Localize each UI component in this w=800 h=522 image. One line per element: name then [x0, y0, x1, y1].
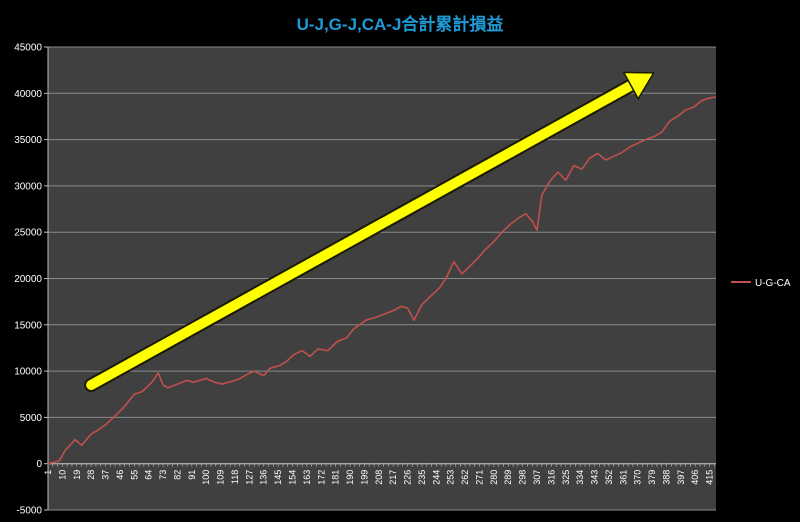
y-tick-label: 10000 [14, 367, 42, 378]
x-tick-label: 343 [590, 470, 600, 485]
x-tick-label: 415 [705, 470, 715, 485]
y-tick-label: 40000 [14, 89, 42, 100]
x-tick-label: 190 [345, 470, 355, 485]
y-tick-label: 45000 [14, 43, 42, 54]
x-tick-label: 109 [216, 470, 226, 485]
x-tick-label: 262 [460, 470, 470, 485]
x-tick-label: 397 [676, 470, 686, 485]
x-tick-label: 235 [417, 470, 427, 485]
x-tick-label: 118 [230, 470, 240, 484]
y-tick-label: 5000 [20, 413, 43, 424]
y-tick-label: 20000 [14, 274, 42, 285]
x-tick-label: 100 [201, 470, 211, 485]
series-line-u-g-ca [47, 96, 717, 465]
x-tick-label: 91 [187, 470, 197, 480]
arrow-head [622, 71, 655, 100]
x-tick-label: 37 [101, 470, 111, 480]
chart-title: U-J,G-J,CA-J合計累計損益 [296, 15, 504, 34]
x-tick-label: 145 [273, 470, 283, 485]
legend-label: U-G-CA [755, 278, 791, 289]
x-tick-label: 298 [518, 470, 528, 485]
x-tick-label: 334 [575, 470, 585, 485]
x-tick-label: 325 [561, 470, 571, 485]
gridlines [48, 46, 716, 511]
x-tick-label: 208 [374, 470, 384, 485]
x-tick-label: 127 [244, 470, 254, 485]
x-tick-label: 73 [158, 470, 168, 480]
x-tick-label: 1 [43, 470, 53, 475]
y-tick-label: 25000 [14, 228, 42, 239]
x-tick-label: 154 [288, 470, 298, 485]
x-axis: 1 10 19 28 37 46 55 64 73 82 91 100 109 118 127 136 145 1… [43, 463, 716, 485]
y-tick-label: 35000 [14, 135, 42, 146]
x-tick-label: 316 [546, 470, 556, 485]
x-tick-label: 226 [403, 470, 413, 485]
x-tick-label: 136 [259, 470, 269, 485]
y-tick-label: 30000 [14, 181, 42, 192]
x-tick-label: 361 [618, 470, 628, 485]
x-tick-label: 163 [302, 470, 312, 485]
x-tick-label: 82 [172, 470, 182, 480]
y-axis: -5000 0 5000 10000 15000 20000 25000 30000 35000… [14, 43, 49, 517]
x-tick-label: 199 [359, 470, 369, 485]
x-tick-label: 289 [503, 470, 513, 485]
x-tick-label: 55 [129, 470, 139, 480]
x-tick-label: 307 [532, 470, 542, 485]
x-tick-label: 217 [388, 470, 398, 485]
x-tick-label: 370 [633, 470, 643, 485]
arrow-shaft [86, 80, 636, 390]
x-tick-label: 271 [474, 470, 484, 485]
x-tick-label: 406 [690, 470, 700, 485]
x-tick-label: 28 [86, 470, 96, 480]
x-tick-label: 244 [431, 470, 441, 485]
y-tick-label: 0 [36, 459, 42, 470]
x-tick-label: 19 [72, 470, 82, 480]
x-tick-label: 64 [144, 470, 154, 480]
x-tick-label: 181 [331, 470, 341, 485]
y-tick-label: -5000 [16, 506, 42, 517]
x-tick-label: 388 [661, 470, 671, 485]
x-tick-label: 352 [604, 470, 614, 485]
x-tick-label: 280 [489, 470, 499, 485]
x-tick-label: 10 [57, 470, 67, 480]
legend: U-G-CA [731, 278, 791, 289]
x-tick-label: 253 [446, 470, 456, 485]
x-tick-label: 379 [647, 470, 657, 485]
trend-arrow-annotation [84, 71, 655, 392]
y-tick-label: 15000 [14, 320, 42, 331]
x-tick-label: 46 [115, 470, 125, 480]
series-layer [47, 96, 717, 465]
x-tick-label: 172 [316, 470, 326, 485]
